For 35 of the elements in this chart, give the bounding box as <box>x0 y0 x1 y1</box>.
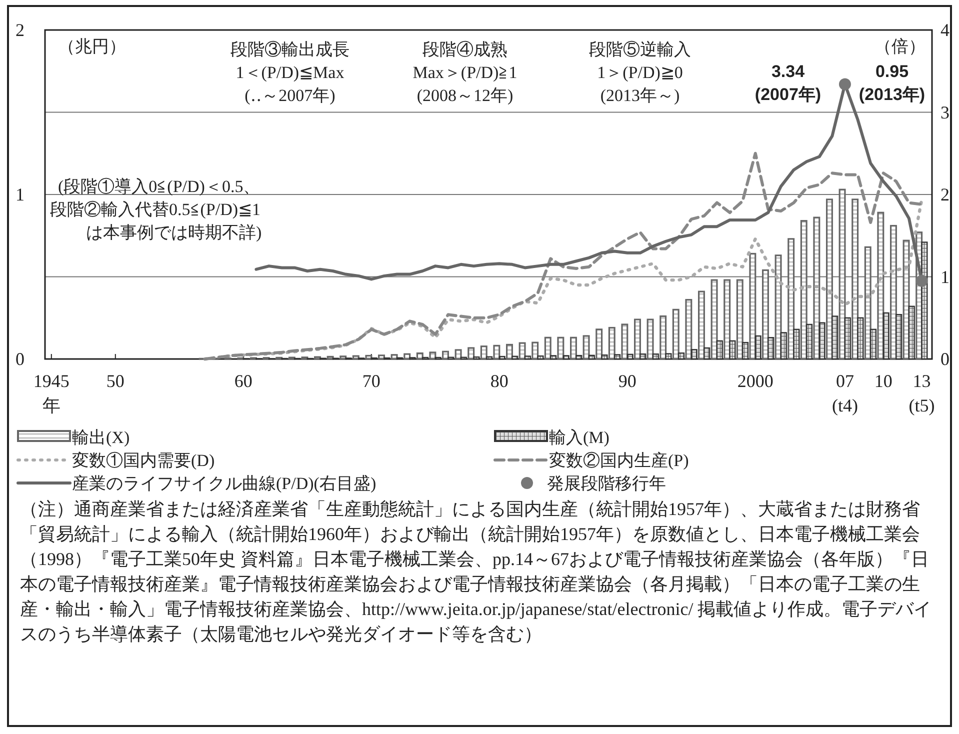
annotation: 段階④成熟 Max＞(P/D)≧1 (2008～12年) <box>412 40 518 105</box>
x-tick-label: 80 <box>490 371 508 391</box>
annotation: 0.95 (2013年) <box>858 62 926 104</box>
x-tick-label: 1945 年 <box>33 371 70 416</box>
annotation: 3.34 (2007年) <box>754 62 822 104</box>
y2-tick-label: 2 <box>940 184 950 204</box>
y-tick-label: 0 <box>16 349 24 369</box>
x-tick-label: 50 <box>106 371 124 391</box>
annotation: 段階②輸入代替0.5≦(P/D)≦1 <box>50 200 261 219</box>
x-tick-label: 2000 <box>737 371 774 391</box>
y-axis-title: （兆円） <box>58 37 126 56</box>
legend-label: 産業のライフサイクル曲線(P/D)(右目盛) <box>72 474 376 493</box>
x-tick-label: 10 <box>874 371 892 391</box>
legend-label: 変数②国内生産(P) <box>549 451 689 470</box>
legend-label: 変数①国内需要(D) <box>72 451 215 470</box>
annotation: 段階③輸出成長 1＜(P/D)≦Max (‥～2007年) <box>230 40 350 105</box>
y2-axis-title: （倍） <box>874 37 926 56</box>
annotation: は本事例では時期不詳) <box>86 223 262 242</box>
x-tick-label: 13 (t5) <box>908 371 935 416</box>
x-tick-label: 90 <box>618 371 636 391</box>
y2-tick-label: 0 <box>940 349 950 369</box>
legend-label: 発展段階移行年 <box>547 474 666 493</box>
x-tick-label: 07 (t4) <box>832 371 858 416</box>
annotation: 段階⑤逆輸入 1＞(P/D)≧0 (2013年～) <box>589 40 691 105</box>
x-tick-label: 60 <box>234 371 252 391</box>
annotation: (段階①導入0≦(P/D)＜0.5、 <box>58 177 260 196</box>
x-tick-label: 70 <box>362 371 380 391</box>
y2-tick-label: 3 <box>940 102 950 122</box>
legend-label: 輸出(X) <box>72 428 130 447</box>
y-tick-label: 1 <box>16 184 24 204</box>
text: （注）通商産業省または経済産業省「生産動態統計」による国内生産（統計開始1957年）、大蔵省または財務省「貿易統計」による輸入（統計開始1960年）および輸出（統計開始1957年）を原数値とし、日本電子機械工業会（1998）『電子工業50年史 資料篇』日本電子機械工業会、pp.14～67および電子情報技術産業協会（各年版）『日本の電子情報技術産業』電子情報技術産業協会および電子情報技術産業協会（各月掲載）「日本の電子工業の生産・輸出・輸入」電子情報技術産業協会、http://www.jeita.or.jp/japanese/stat/electronic/ 掲載値より作成。電子デバイスのうち半導体素子（太陽電池セルや発光ダイオード等を含む） <box>20 498 933 646</box>
y2-tick-label: 1 <box>940 266 950 287</box>
legend-label: 輸入(M) <box>549 428 610 447</box>
y-tick-label: 2 <box>16 20 24 40</box>
y2-tick-label: 4 <box>940 20 950 40</box>
